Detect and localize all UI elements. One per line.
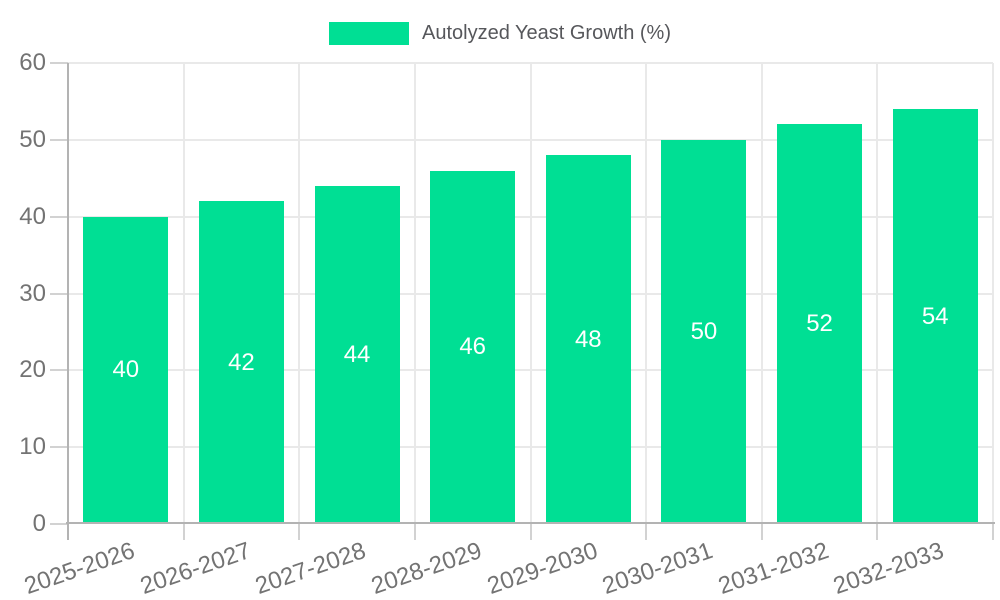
x-axis-tick	[645, 524, 648, 540]
bar	[314, 185, 400, 522]
legend-color-swatch	[328, 21, 409, 45]
y-axis-tick	[50, 446, 68, 449]
bar-value-label: 46	[459, 333, 487, 361]
bar-value-label: 50	[690, 317, 718, 345]
x-axis-tick-label: 2031-2032	[714, 537, 833, 600]
x-axis-tick-label: 2032-2033	[830, 537, 948, 600]
bar-value-label: 40	[112, 356, 140, 384]
bar-value-label: 48	[574, 325, 602, 353]
x-axis-tick	[760, 524, 763, 540]
y-axis-tick	[50, 369, 68, 372]
y-axis-tick-label: 0	[32, 510, 46, 537]
y-axis-tick-label: 40	[19, 202, 46, 230]
x-axis-tick	[413, 524, 416, 540]
x-axis-line	[66, 522, 995, 524]
gridline-vertical	[992, 63, 994, 524]
x-axis-tick-label: 2029-2030	[483, 537, 601, 600]
x-axis-tick	[182, 524, 185, 540]
x-axis-tick-label: 2030-2031	[599, 537, 717, 600]
x-axis-tick-label: 2025-2026	[20, 537, 139, 600]
gridline-vertical	[298, 63, 301, 524]
bar-value-label: 52	[806, 310, 833, 338]
y-axis-tick-label: 30	[19, 279, 46, 307]
gridline-vertical	[529, 63, 532, 524]
y-axis-tick-label: 20	[19, 356, 46, 384]
bar-value-label: 42	[228, 348, 255, 376]
gridline-vertical	[645, 63, 648, 524]
x-axis-tick	[298, 524, 301, 540]
y-axis-tick	[50, 215, 68, 218]
gridline-vertical	[876, 63, 879, 524]
y-axis-tick	[50, 138, 68, 141]
bar-value-label: 54	[921, 302, 949, 330]
y-axis-tick	[50, 292, 68, 295]
chart-legend[interactable]: Autolyzed Yeast Growth (%)	[0, 20, 1000, 46]
gridline-vertical	[182, 63, 185, 524]
y-axis-line	[67, 63, 69, 540]
bar	[661, 139, 747, 522]
bar	[430, 170, 516, 522]
x-axis-tick-label: 2026-2027	[136, 537, 254, 600]
x-axis-tick	[992, 524, 994, 540]
bar	[777, 124, 863, 522]
bar-value-label: 44	[343, 340, 371, 368]
bar	[198, 201, 284, 522]
y-axis-tick-label: 60	[19, 49, 46, 76]
bar	[83, 216, 169, 522]
bar	[545, 155, 631, 522]
y-axis-tick-label: 10	[19, 433, 46, 461]
x-axis-tick-label: 2028-2029	[367, 537, 486, 600]
y-axis-tick	[50, 523, 68, 525]
gridline-vertical	[413, 63, 416, 524]
legend-label: Autolyzed Yeast Growth (%)	[421, 21, 671, 44]
gridline-vertical	[760, 63, 763, 524]
y-axis-tick	[50, 62, 68, 64]
y-axis-tick-label: 50	[19, 125, 46, 153]
x-axis-tick	[876, 524, 879, 540]
x-axis-tick	[529, 524, 532, 540]
bar	[892, 109, 978, 522]
x-axis-tick-label: 2027-2028	[252, 537, 370, 600]
